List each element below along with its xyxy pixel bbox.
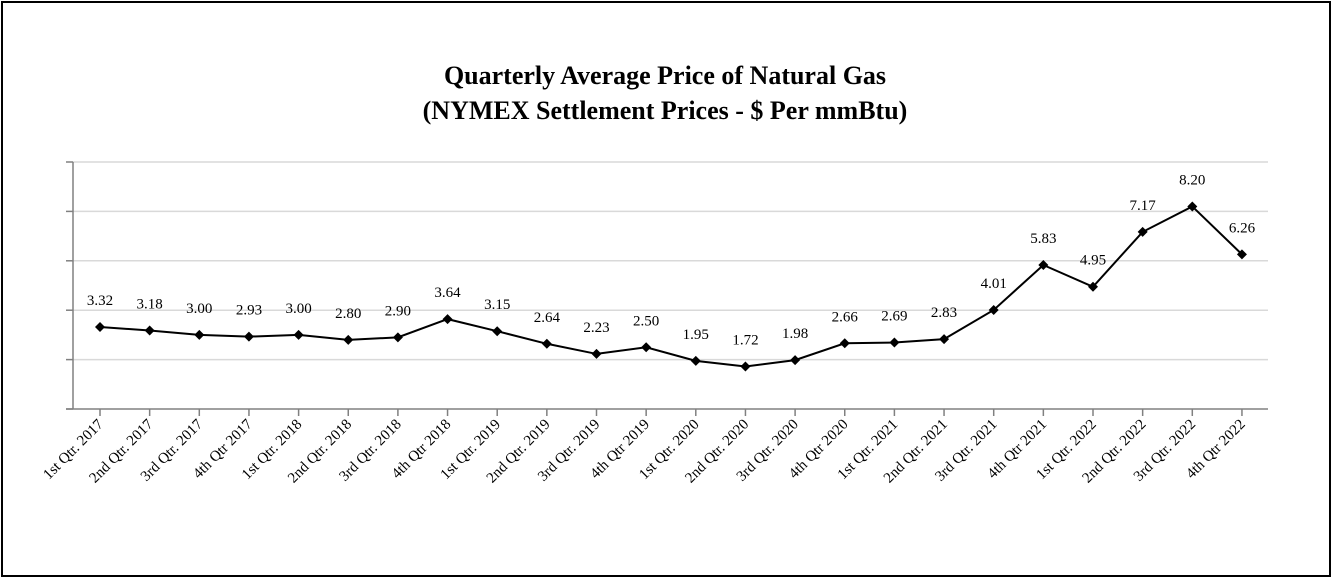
data-point-marker <box>95 321 105 332</box>
data-point-marker <box>988 304 999 315</box>
data-point-marker <box>839 338 850 349</box>
chart-title: Quarterly Average Price of Natural Gas <box>444 61 886 90</box>
data-label: 2.80 <box>335 306 361 322</box>
data-point-marker <box>1236 249 1247 260</box>
data-point-marker <box>1187 201 1198 212</box>
data-point-marker <box>343 334 354 345</box>
data-label: 5.83 <box>1030 231 1056 247</box>
data-label: 3.15 <box>484 297 510 313</box>
data-point-marker <box>144 325 155 336</box>
data-point-marker <box>591 348 602 359</box>
data-point-marker <box>243 331 254 342</box>
data-label: 1.95 <box>683 327 709 343</box>
data-label: 2.69 <box>881 309 907 325</box>
data-point-marker <box>740 361 751 372</box>
data-label: 2.23 <box>583 320 609 336</box>
chart-subtitle: (NYMEX Settlement Prices - $ Per mmBtu) <box>423 96 908 125</box>
data-label: 1.98 <box>782 326 808 342</box>
data-point-marker <box>541 338 552 349</box>
series-layer <box>95 201 1247 372</box>
data-point-marker <box>442 314 453 325</box>
data-point-marker <box>293 329 304 340</box>
data-point-marker <box>1088 281 1098 292</box>
data-label: 2.90 <box>385 303 411 319</box>
data-label: 3.64 <box>434 285 461 301</box>
data-label: 2.93 <box>236 303 262 319</box>
data-label: 1.72 <box>732 333 758 349</box>
data-label: 3.00 <box>186 301 212 317</box>
data-point-marker <box>690 355 701 366</box>
data-label: 3.18 <box>137 296 163 312</box>
data-point-marker <box>1038 259 1049 270</box>
data-point-marker <box>492 326 503 337</box>
data-point-marker <box>790 355 801 366</box>
data-label: 4.95 <box>1080 253 1106 269</box>
data-point-marker <box>1137 226 1148 237</box>
data-label: 7.17 <box>1130 198 1157 214</box>
data-label: 4.01 <box>981 276 1007 292</box>
data-labels: 3.32 3.18 3.00 2.93 3.00 2.80 2.90 3.64 3.15 2.64… <box>87 172 1256 348</box>
data-label: 2.83 <box>931 305 957 321</box>
data-point-marker <box>641 342 652 353</box>
data-point-marker <box>392 332 403 343</box>
data-label: 8.20 <box>1179 172 1205 188</box>
data-label: 2.66 <box>832 309 859 325</box>
axes <box>66 161 1268 416</box>
data-point-marker <box>889 337 900 348</box>
data-point-marker <box>939 334 950 345</box>
data-label: 2.50 <box>633 313 659 329</box>
data-label: 2.64 <box>534 310 561 326</box>
data-label: 3.00 <box>285 301 311 317</box>
data-label: 6.26 <box>1229 220 1256 236</box>
data-point-marker <box>194 329 205 340</box>
data-label: 3.32 <box>87 293 113 309</box>
gridlines <box>73 161 1268 361</box>
series-line <box>99 205 1243 368</box>
